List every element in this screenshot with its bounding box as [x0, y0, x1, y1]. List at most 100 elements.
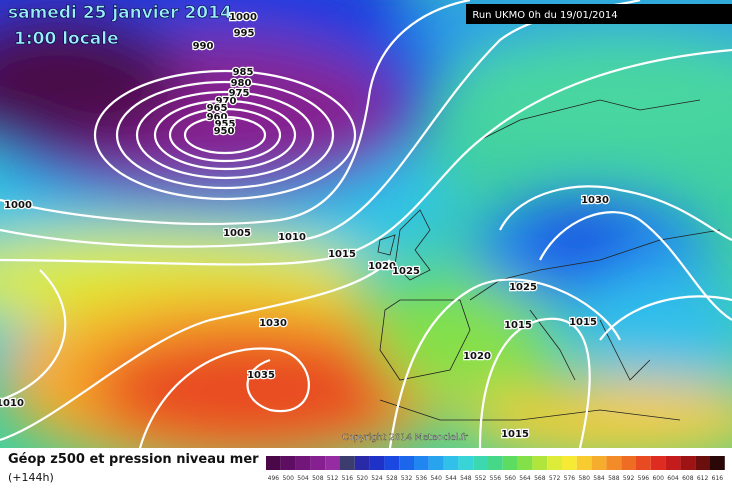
isobar-label: 1020: [463, 351, 491, 362]
scale-swatch: [443, 456, 459, 470]
color-scale: 496 500 504 508 512 516 520 524 528 532 536 540 544 5…: [266, 456, 725, 482]
isobar-label: 975: [229, 88, 250, 99]
scale-label: 520: [356, 475, 368, 482]
scale-swatch: [428, 456, 444, 470]
scale-swatch: [650, 456, 666, 470]
isobar-label: 1020: [368, 261, 396, 272]
scale-swatch: [266, 456, 281, 470]
isobar-label: 965: [207, 103, 228, 114]
scale-swatch: [369, 456, 385, 470]
scale-swatch: [547, 456, 562, 470]
scale-swatch: [458, 456, 474, 470]
isobar-label: 1015: [501, 429, 529, 440]
scale-swatch: [399, 456, 414, 470]
run-label: Run UKMO 0h du 19/01/2014: [472, 10, 617, 21]
scale-swatch: [695, 456, 710, 470]
scale-swatch: [562, 456, 577, 470]
scale-label: 608: [682, 475, 694, 482]
run-box: [466, 4, 732, 24]
scale-swatch: [665, 456, 681, 470]
coastlines: [377, 99, 721, 421]
map-field: [0, 0, 732, 448]
scale-swatch: [280, 456, 296, 470]
scale-swatch: [636, 456, 651, 470]
scale-label: 504: [297, 475, 309, 482]
scale-label: 564: [519, 475, 531, 482]
isobar-label: 1025: [392, 266, 420, 277]
scale-label: 540: [430, 475, 442, 482]
isobar-label: 985: [233, 67, 254, 78]
scale-swatch: [325, 456, 340, 470]
scale-label: 544: [445, 475, 457, 482]
scale-label: 536: [416, 475, 428, 482]
isobar-label: 1015: [328, 249, 356, 260]
scale-label: 592: [623, 475, 635, 482]
isobar-label: 1025: [509, 282, 537, 293]
scale-label: 548: [460, 475, 472, 482]
scale-label: 616: [712, 475, 724, 482]
scale-label: 588: [608, 475, 620, 482]
scale-swatch: [680, 456, 696, 470]
isobar-label: 950: [214, 126, 235, 137]
scale-label: 596: [638, 475, 650, 482]
scale-label: 584: [593, 475, 605, 482]
scale-swatch: [517, 456, 533, 470]
scale-label: 580: [578, 475, 590, 482]
scale-swatch: [295, 456, 311, 470]
isobar-label: 960: [207, 112, 228, 123]
scale-swatch: [621, 456, 636, 470]
isobar-label: 995: [234, 28, 255, 39]
scale-swatch: [606, 456, 622, 470]
isobar-label: 1030: [581, 195, 609, 206]
scale-label: 568: [534, 475, 546, 482]
scale-label: 604: [667, 475, 679, 482]
scale-swatch: [591, 456, 607, 470]
scale-label: 508: [312, 475, 324, 482]
scale-swatch: [414, 456, 429, 470]
isobar-label: 980: [231, 78, 252, 89]
scale-label: 532: [401, 475, 413, 482]
date-title: samedi 25 janvier 2014: [8, 3, 232, 23]
scale-label: 600: [652, 475, 664, 482]
scale-swatch: [488, 456, 503, 470]
scale-label: 524: [371, 475, 383, 482]
scale-swatch: [354, 456, 370, 470]
scale-label: 496: [268, 475, 280, 482]
scale-label: 512: [327, 475, 339, 482]
scale-label: 560: [504, 475, 516, 482]
scale-label: 552: [475, 475, 487, 482]
isobar-label: 955: [215, 119, 236, 130]
isobar-label: 1015: [569, 317, 597, 328]
time-title: 1:00 locale: [14, 29, 119, 49]
scale-swatch: [502, 456, 518, 470]
scale-label: 612: [697, 475, 709, 482]
scale-swatch: [340, 456, 355, 470]
scale-swatch: [310, 456, 326, 470]
footer-lead: (+144h): [8, 471, 54, 484]
isobar-label: 1030: [259, 318, 287, 329]
scale-label: 528: [386, 475, 398, 482]
isobar-label: 1005: [223, 228, 251, 239]
isobar-label: 1015: [504, 320, 532, 331]
isobar-label: 1000: [229, 12, 257, 23]
scale-label: 572: [549, 475, 561, 482]
isobar-label: 1000: [4, 200, 32, 211]
scale-swatch: [384, 456, 400, 470]
scale-label: 576: [564, 475, 576, 482]
isobar-label: 1010: [278, 232, 306, 243]
scale-swatch: [710, 456, 725, 470]
scale-swatch: [532, 456, 548, 470]
scale-swatch: [576, 456, 592, 470]
scale-label: 556: [490, 475, 502, 482]
scale-swatch: [473, 456, 488, 470]
isobar-label: 1010: [0, 398, 24, 409]
isobar-label: 1035: [247, 370, 275, 381]
footer-title: Géop z500 et pression niveau mer: [8, 452, 259, 467]
scale-label: 516: [342, 475, 354, 482]
copyright: Copyright 2014 Meteociel.fr: [342, 433, 468, 443]
isobar-label: 970: [216, 96, 237, 107]
scale-label: 500: [282, 475, 294, 482]
isobar-label: 990: [193, 41, 214, 52]
